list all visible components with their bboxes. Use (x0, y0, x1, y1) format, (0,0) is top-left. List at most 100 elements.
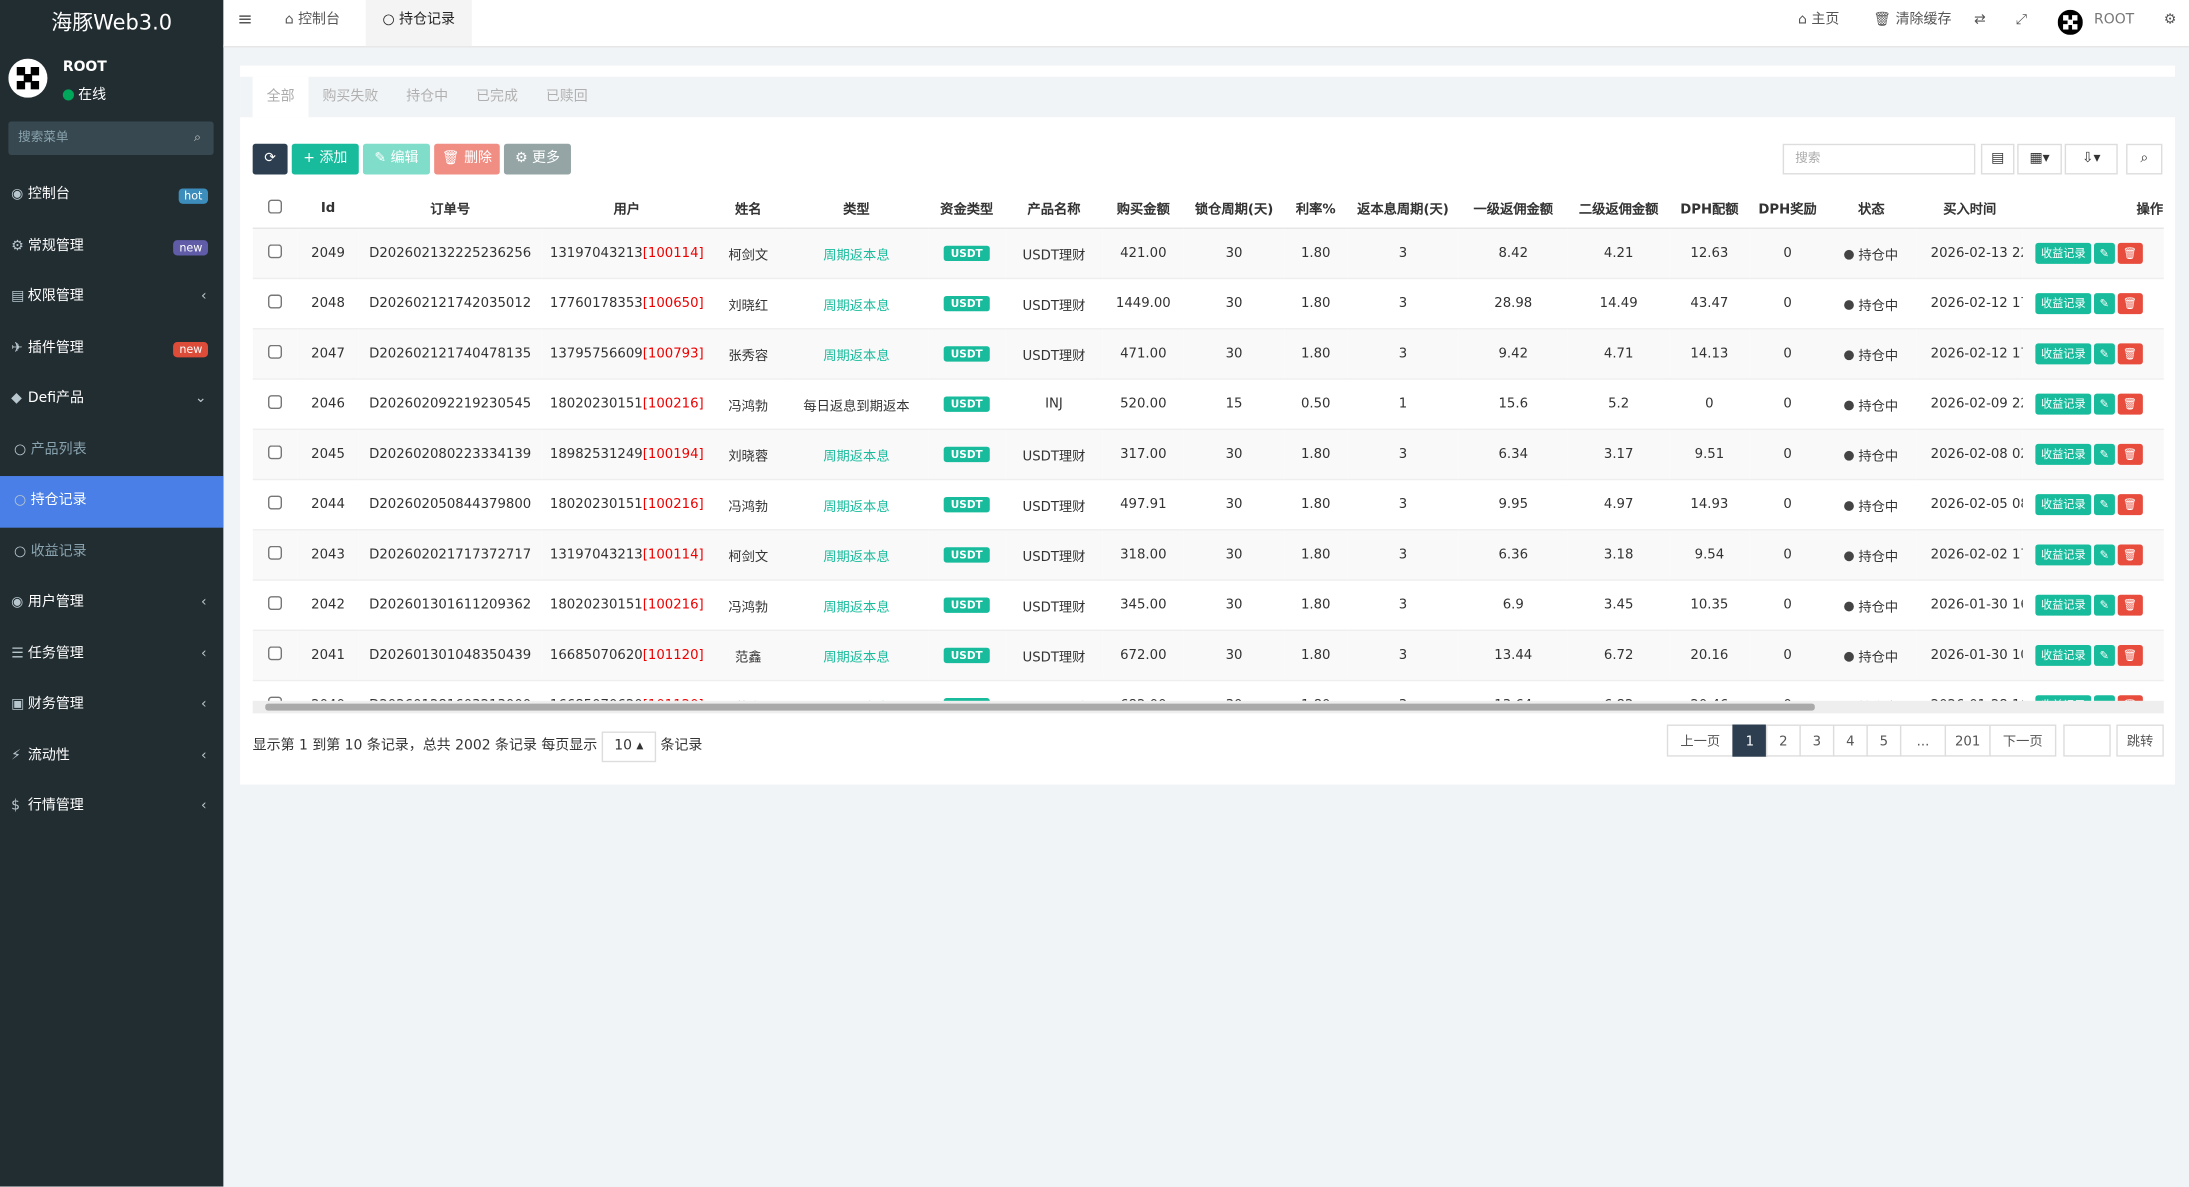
scroll-thumb[interactable] (265, 703, 1815, 711)
top-avatar[interactable] (2057, 9, 2083, 35)
edit-button[interactable]: ✎ (2094, 594, 2115, 616)
income-button[interactable]: 收益记录 (2035, 644, 2092, 666)
go-button[interactable]: 跳转 (2116, 724, 2164, 757)
menu-item[interactable]: $ 行情管理 ‹ (0, 782, 223, 833)
column-header[interactable]: 状态 (1825, 188, 1917, 229)
nav-tab[interactable]: ⌂ 控制台 (284, 12, 340, 28)
income-button[interactable]: 收益记录 (2035, 594, 2092, 616)
menu-item[interactable]: ⚙ 常规管理 new (0, 221, 223, 272)
prev-page[interactable]: 上一页 (1666, 724, 1734, 757)
search-toggle[interactable]: ⌕ (2126, 143, 2163, 175)
delete-button[interactable]: 🗑 (2117, 644, 2143, 666)
income-button[interactable]: 收益记录 (2035, 393, 2092, 415)
edit-button[interactable]: ✎ (2094, 343, 2115, 365)
checkbox[interactable] (268, 445, 282, 460)
refresh-button[interactable]: ⟳ (252, 143, 288, 175)
delete-button[interactable]: 🗑 (2117, 443, 2143, 465)
export-toggle[interactable]: ⇩▾ (2064, 143, 2118, 175)
delete-button[interactable]: 🗑 (2117, 393, 2143, 415)
column-header[interactable]: 用户 (541, 188, 712, 229)
page-button[interactable]: 2 (1765, 724, 1801, 757)
delete-button[interactable]: 🗑 (2117, 242, 2143, 264)
filter-tab[interactable]: 已赎回 (545, 89, 588, 105)
checkbox[interactable] (268, 344, 282, 359)
column-header[interactable]: 利率% (1284, 188, 1348, 229)
checkbox[interactable] (268, 395, 282, 410)
columns-toggle[interactable]: ▦▾ (2017, 143, 2062, 175)
checkbox[interactable] (268, 244, 282, 259)
page-input[interactable] (2063, 724, 2111, 757)
income-button[interactable]: 收益记录 (2035, 293, 2092, 315)
column-header[interactable]: 类型 (784, 188, 929, 229)
delete-button[interactable]: 🗑 (2117, 343, 2143, 365)
page-button[interactable]: 5 (1866, 724, 1902, 757)
edit-button[interactable]: ✎ (2094, 544, 2115, 566)
column-header[interactable]: 购买金额 (1102, 188, 1184, 229)
checkbox[interactable] (268, 495, 282, 510)
filter-tab[interactable]: 购买失败 (322, 89, 379, 105)
menu-item[interactable]: ☰ 任务管理 ‹ (0, 629, 223, 680)
checkbox[interactable] (268, 198, 282, 213)
nav-tab-active[interactable]: ○ 持仓记录 (365, 0, 472, 47)
brand[interactable]: 海豚Web3.0 (0, 0, 224, 45)
column-header[interactable]: 操作 (2022, 188, 2164, 229)
column-header[interactable]: DPH奖励 (1749, 188, 1826, 229)
column-header[interactable]: DPH配额 (1669, 188, 1750, 229)
menu-item[interactable]: ○ 产品列表 (0, 425, 223, 476)
view-toggle[interactable]: ▤ (1980, 143, 2015, 175)
column-header[interactable]: 返本息周期(天) (1347, 188, 1459, 229)
menu-item[interactable]: ✈ 插件管理 new (0, 323, 223, 374)
column-header[interactable]: Id (297, 188, 359, 229)
menu-item[interactable]: ◆ Defi产品 ⌄ (0, 374, 223, 425)
top-user[interactable]: ROOT (2094, 12, 2135, 28)
home-link[interactable]: ⌂ 主页 (1798, 12, 1840, 28)
clear-cache[interactable]: 🗑 清除缓存 (1873, 12, 1952, 28)
column-header[interactable]: 资金类型 (928, 188, 1006, 229)
header-check[interactable] (252, 188, 298, 229)
income-button[interactable]: 收益记录 (2035, 544, 2092, 566)
menu-item[interactable]: ○ 持仓记录 (0, 476, 224, 527)
settings[interactable]: ⚙ (2163, 12, 2177, 28)
column-header[interactable]: 买入时间 (1916, 188, 2023, 229)
menu-item[interactable]: ▤ 权限管理 ‹ (0, 272, 223, 323)
menu-item[interactable]: ◉ 用户管理 ‹ (0, 578, 223, 629)
checkbox[interactable] (268, 596, 282, 611)
income-button[interactable]: 收益记录 (2035, 242, 2092, 264)
table-search[interactable]: 搜索 (1782, 143, 1976, 175)
page-button[interactable]: 201 (1944, 724, 1991, 757)
more-button[interactable]: ⚙ 更多 (503, 143, 571, 175)
delete-button[interactable]: 🗑 (2117, 494, 2143, 516)
page-size[interactable]: 10 ▴ (601, 731, 657, 763)
edit-button[interactable]: ✎ (2094, 443, 2115, 465)
column-header[interactable]: 产品名称 (1005, 188, 1103, 229)
income-button[interactable]: 收益记录 (2035, 443, 2092, 465)
h-scrollbar[interactable] (252, 700, 2164, 714)
translate[interactable]: ⇄ (1973, 12, 1986, 28)
delete-button[interactable]: 🗑 删除 (434, 143, 500, 175)
edit-button[interactable]: ✎ 编辑 (362, 143, 430, 175)
column-header[interactable]: 二级返佣金额 (1567, 188, 1670, 229)
fullscreen[interactable]: ⤢ (2015, 12, 2027, 28)
column-header[interactable]: 订单号 (358, 188, 542, 229)
page-button[interactable]: 1 (1732, 724, 1768, 757)
filter-tab[interactable]: 持仓中 (406, 89, 449, 105)
edit-button[interactable]: ✎ (2094, 494, 2115, 516)
next-page[interactable]: 下一页 (1989, 724, 2057, 757)
income-button[interactable]: 收益记录 (2035, 343, 2092, 365)
income-button[interactable]: 收益记录 (2035, 494, 2092, 516)
delete-button[interactable]: 🗑 (2117, 544, 2143, 566)
filter-tab[interactable]: 已完成 (476, 89, 518, 105)
delete-button[interactable]: 🗑 (2117, 293, 2143, 315)
filter-tab[interactable]: 全部 (252, 76, 309, 118)
delete-button[interactable]: 🗑 (2117, 594, 2143, 616)
page-button[interactable]: 4 (1832, 724, 1868, 757)
edit-button[interactable]: ✎ (2094, 293, 2115, 315)
checkbox[interactable] (268, 646, 282, 661)
column-header[interactable]: 锁仓周期(天) (1183, 188, 1285, 229)
menu-item[interactable]: ▣ 财务管理 ‹ (0, 680, 223, 731)
checkbox[interactable] (268, 545, 282, 560)
page-button[interactable]: ... (1899, 724, 1947, 757)
menu-item[interactable]: ◉ 控制台 hot (0, 170, 223, 221)
column-header[interactable]: 一级返佣金额 (1458, 188, 1568, 229)
add-button[interactable]: + 添加 (291, 143, 359, 175)
